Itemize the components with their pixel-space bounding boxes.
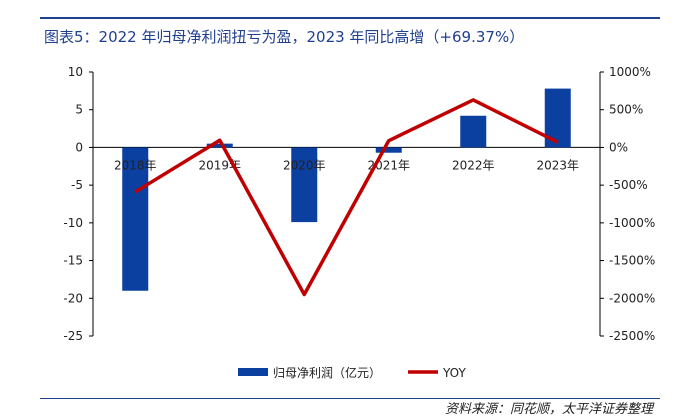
- right-tick-label: -1000%: [609, 216, 655, 230]
- source-rule: [40, 398, 660, 399]
- bar: [375, 147, 402, 153]
- bar: [291, 147, 318, 223]
- bar: [206, 143, 233, 148]
- x-tick-label: 2022年: [452, 158, 495, 172]
- x-tick-label: 2023年: [536, 158, 579, 172]
- bar: [460, 115, 487, 148]
- legend-label-bar: 归母净利润（亿元）: [273, 365, 381, 380]
- axes: -25 -20 -15 -10 -5 0 5 10 -2500% -2000% -1500% -100…: [63, 65, 655, 343]
- left-tick-label: 5: [75, 103, 83, 117]
- left-tick-label: -25: [63, 329, 83, 343]
- right-tick-label: 1000%: [609, 65, 651, 79]
- x-tick-label: 2018年: [114, 158, 157, 172]
- bar-series: [122, 88, 571, 291]
- yoy-line: [134, 98, 559, 297]
- right-tick-label: -2000%: [609, 291, 655, 305]
- right-tick-label: -1500%: [609, 254, 655, 268]
- line-series: [134, 98, 559, 297]
- left-tick-label: -15: [63, 254, 83, 268]
- left-tick-label: 10: [68, 65, 83, 79]
- right-tick-label: -500%: [609, 178, 648, 192]
- left-tick-label: -20: [63, 291, 83, 305]
- chart-title: 图表5：2022 年归母净利润扭亏为盈，2023 年同比高增（+69.37%）: [44, 28, 525, 46]
- source-note: 资料来源：同花顺，太平洋证券整理: [444, 402, 653, 417]
- right-tick-label: 500%: [609, 103, 643, 117]
- legend-label-line: YOY: [442, 366, 466, 380]
- legend: 归母净利润（亿元） YOY: [238, 365, 466, 380]
- legend-swatch-bar: [238, 368, 268, 376]
- left-tick-label: 0: [75, 140, 83, 154]
- title-top-rule: [40, 17, 660, 19]
- left-tick-label: -5: [71, 178, 83, 192]
- right-tick-label: 0%: [609, 140, 628, 154]
- x-tick-label: 2020年: [283, 158, 326, 172]
- right-tick-label: -2500%: [609, 329, 655, 343]
- left-tick-label: -10: [63, 216, 83, 230]
- bar: [122, 147, 149, 291]
